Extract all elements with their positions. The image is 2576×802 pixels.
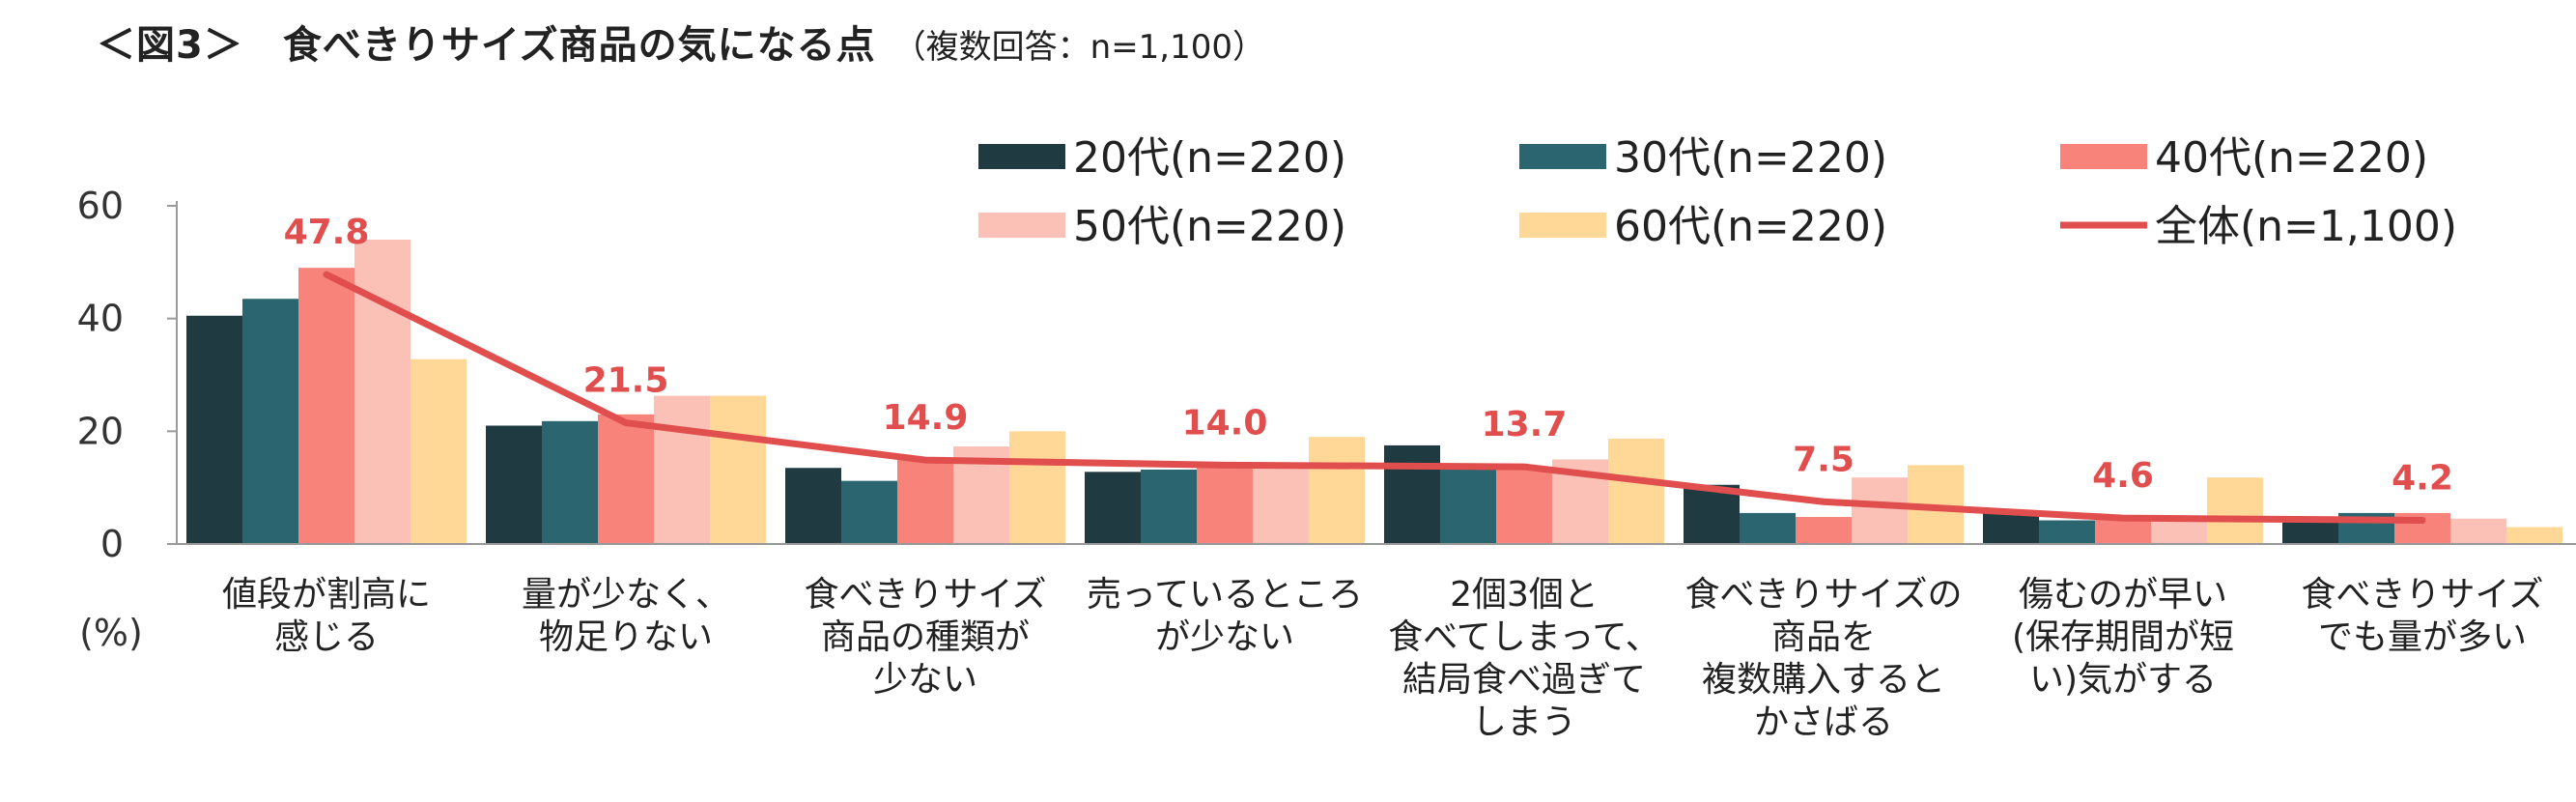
x-category-label: 食べきりサイズ [805,575,1047,615]
x-category-label: 値段が割高に [222,575,431,615]
bar [897,458,953,544]
x-category-label: 結局食べ過ぎて [1402,660,1646,700]
x-category-label: (保存期間が短 [2012,617,2234,657]
bar [1009,431,1065,544]
bar [1496,468,1552,544]
bar [1309,437,1365,544]
data-label: 14.0 [1182,403,1268,443]
x-category-label: 食べてしまって、 [1388,617,1660,657]
legend-swatch [978,213,1065,238]
overall-line [323,271,2426,524]
bar [2207,477,2263,544]
bar [242,299,298,544]
bar [1384,444,1440,544]
legend-swatch [1519,213,1606,238]
x-category-label: しまう [1472,702,1576,742]
bar [1141,470,1197,544]
legend-label: 60代(n=220) [1614,202,1887,251]
y-axis-unit: (%) [79,612,143,654]
bar [486,425,542,544]
bar [710,395,766,544]
x-category-label: 商品を [1771,617,1876,657]
bar [2039,520,2095,544]
x-category-label: 売っているところ [1087,575,1363,615]
x-category-label: 商品の種類が [821,617,1030,657]
legend-swatch [978,144,1065,169]
data-label: 4.2 [2392,459,2453,499]
bar [654,395,710,544]
bar [1852,477,1908,544]
legend-label: 20代(n=220) [1073,133,1346,183]
bar [1608,438,1664,544]
y-tick-label: 0 [100,523,124,565]
bar [785,468,841,544]
bar [1983,512,2039,544]
x-category-label: 2個3個と [1450,575,1599,615]
y-tick-label: 20 [77,410,124,452]
legend-swatch [1519,144,1606,169]
bar [1684,484,1740,544]
x-category-label: い)気がする [2029,660,2217,700]
bar [2506,527,2562,544]
chart-title: ＜図3＞ 食べきりサイズ商品の気になる点 （複数回答：n=1,100） [97,14,1265,70]
y-tick-label: 60 [77,185,124,227]
bar [410,358,467,544]
x-category-label: 複数購入すると [1702,660,1945,700]
x-category-label: でも量が多い [2318,617,2527,657]
bar [1796,517,1852,544]
chart-title-main: ＜図3＞ 食べきりサイズ商品の気になる点 [97,23,876,68]
data-label: 14.9 [883,398,969,438]
data-label: 47.8 [284,213,370,252]
x-category-label: 量が少なく、 [522,575,730,615]
x-category-label: 食べきりサイズの [1685,575,1963,615]
bar [354,240,410,544]
data-label: 4.6 [2092,456,2154,496]
x-category-label: 物足りない [539,617,713,657]
x-category-label: 傷むのが早い [2019,575,2227,615]
x-category-label: が少ない [1155,617,1294,657]
bar [1197,465,1253,544]
legend-label: 30代(n=220) [1614,133,1887,183]
legend-label: 40代(n=220) [2155,133,2428,183]
bar [186,315,242,544]
bar [1740,512,1796,544]
bar [298,268,354,544]
data-label: 7.5 [1793,440,1854,479]
x-category-label: かさばる [1754,702,1893,742]
x-category-label: 食べきりサイズ [2302,575,2544,615]
x-category-label: 感じる [274,617,379,657]
bar [1253,464,1309,544]
legend-swatch [2060,144,2147,169]
data-label: 13.7 [1482,405,1568,444]
bar [598,414,654,544]
legend-label: 全体(n=1,100) [2155,202,2457,251]
data-label: 21.5 [583,361,669,401]
bar [1440,469,1496,544]
bar [2450,518,2506,544]
y-tick-label: 40 [77,298,124,340]
bar [1085,472,1141,544]
legend-label: 50代(n=220) [1073,202,1346,251]
bar [841,480,897,544]
bar [2095,518,2151,544]
x-category-label: 少ない [873,660,977,700]
bar [542,420,598,544]
chart-subtitle: （複数回答：n=1,100） [892,28,1266,67]
